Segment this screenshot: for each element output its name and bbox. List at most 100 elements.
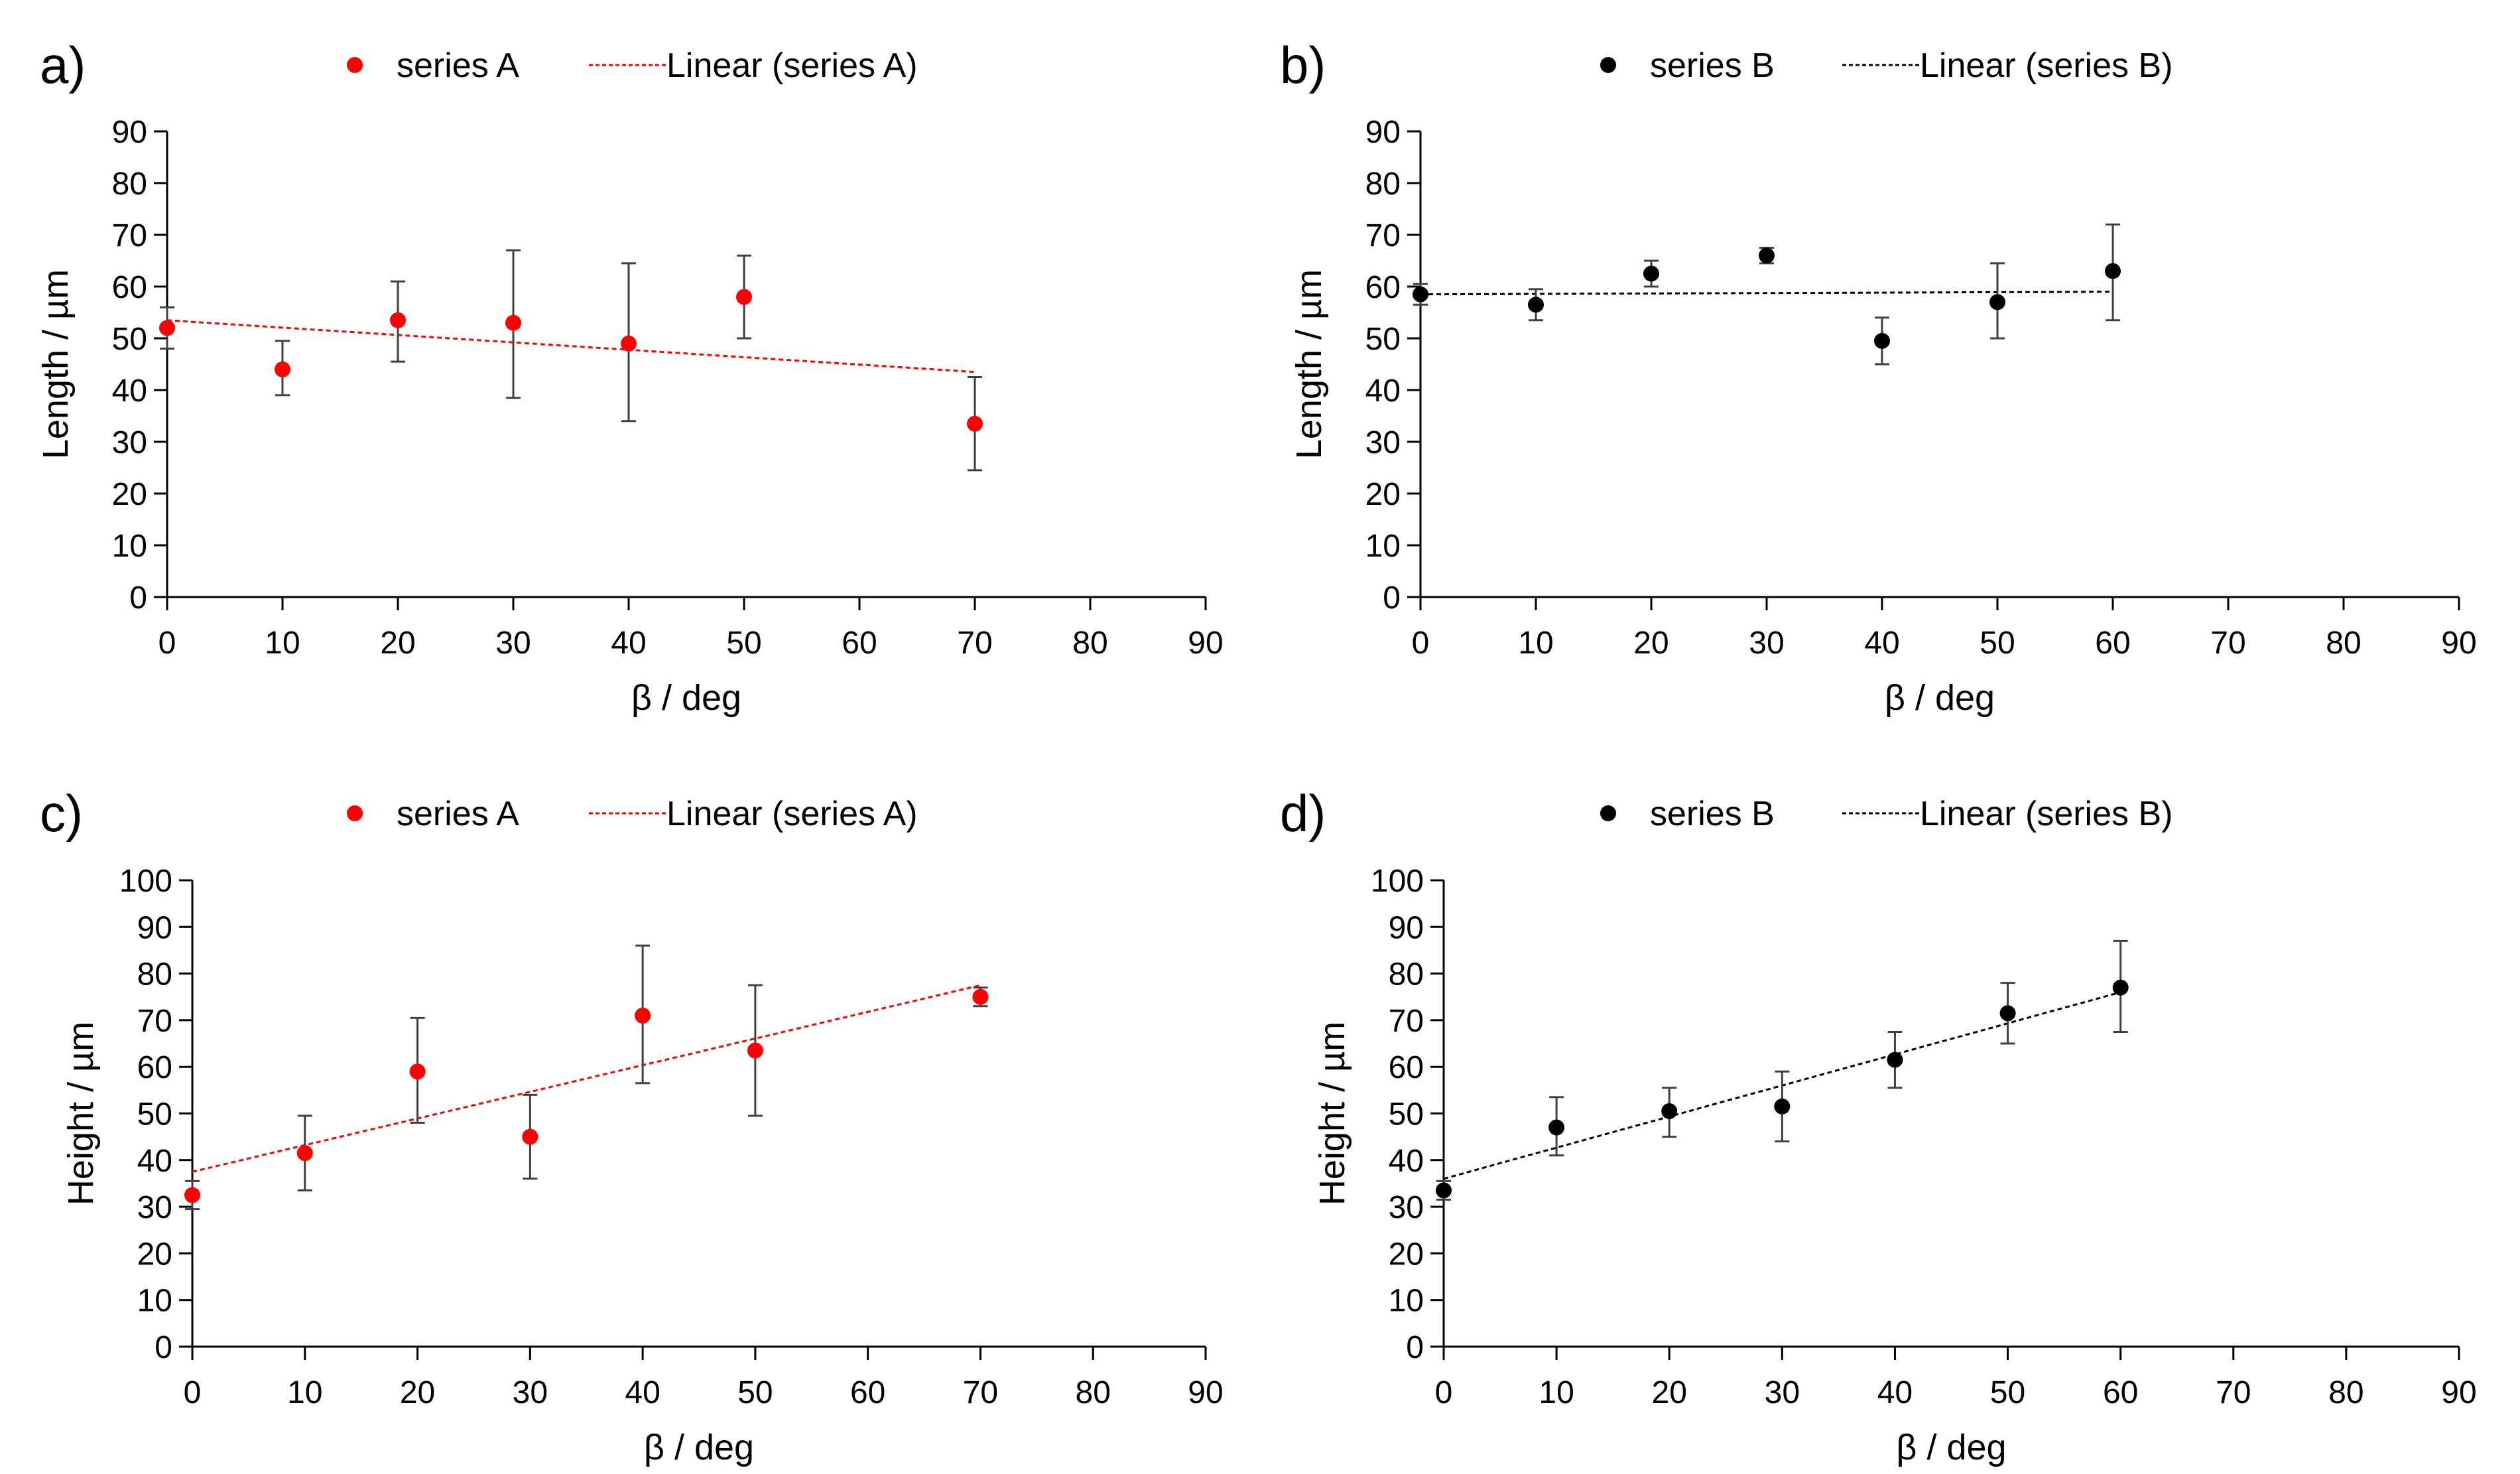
y-tick-label: 10 [1389,1284,1424,1319]
x-tick-label: 0 [158,626,176,661]
x-tick-label: 60 [2103,1375,2138,1410]
x-tick-label: 60 [2095,626,2130,661]
x-tick-label: 90 [1188,1375,1223,1410]
x-tick-label: 40 [611,626,646,661]
chart-panel-4: d) series B Linear (series B) 0 10 20 30 40 50 60… [1280,784,2477,1467]
x-tick-label: 20 [400,1375,435,1410]
x-tick-label: 80 [2328,1375,2363,1410]
x-tick-label: 90 [2441,626,2476,661]
x-tick-label: 60 [842,626,877,661]
data-point [2105,263,2121,279]
x-tick-label: 40 [1877,1375,1913,1410]
data-point [1643,265,1659,282]
y-tick-label: 10 [112,529,147,564]
y-tick-label: 70 [137,1004,172,1039]
panel-label: c) [40,784,83,842]
x-tick-label: 90 [2441,1375,2476,1410]
x-tick-label: 10 [265,626,300,661]
x-axis-title: β / deg [1896,1428,2006,1467]
data-point [409,1063,426,1080]
y-tick-label: 90 [1389,910,1424,945]
data-point [747,1042,763,1059]
x-axis-title: β / deg [1885,678,1995,718]
legend: series A Linear (series A) [347,795,918,833]
legend-marker [1600,57,1616,73]
trendline [192,984,981,1173]
x-tick-label: 10 [1539,1375,1574,1410]
data-point [972,988,989,1005]
y-tick-label: 90 [112,115,147,150]
chart-panel-2: b) series B Linear (series B) 0 10 20 30 40 50 60… [1280,36,2477,718]
y-axis-title: Length / µm [1289,269,1329,459]
legend: series B Linear (series B) [1600,46,2173,85]
data-point [159,320,175,336]
y-tick-label: 10 [1365,529,1401,564]
chart-panel-3: c) series A Linear (series A) 0 10 20 30 40 50 60… [40,784,1224,1467]
x-tick-label: 30 [1765,1375,1800,1410]
y-tick-label: 60 [137,1050,172,1085]
panel-label: d) [1280,784,1326,842]
y-tick-label: 70 [1389,1004,1424,1039]
data-point [1548,1119,1565,1136]
legend-series-label: series A [397,46,519,85]
y-tick-label: 60 [1365,270,1401,305]
y-tick-label: 60 [1389,1050,1424,1085]
x-tick-label: 0 [1412,626,1430,661]
x-tick-label: 30 [513,1375,548,1410]
x-tick-label: 70 [963,1375,998,1410]
x-tick-label: 80 [2326,626,2361,661]
y-tick-label: 50 [112,322,147,357]
x-tick-label: 70 [957,626,992,661]
y-tick-label: 40 [1365,373,1401,409]
legend: series B Linear (series B) [1600,795,2173,833]
y-tick-label: 50 [1365,322,1401,357]
y-tick-label: 30 [1389,1190,1424,1225]
data-point [522,1128,538,1145]
data-point [621,335,637,352]
legend-trend-label: Linear (series B) [1920,46,2173,85]
legend-marker [1600,805,1616,821]
data-point [1759,247,1775,264]
data-point [1436,1182,1452,1199]
y-tick-label: 40 [137,1144,172,1179]
data-point [296,1145,313,1162]
x-axis-title: β / deg [631,678,741,718]
y-axis-title: Length / µm [36,269,76,459]
y-tick-label: 50 [1389,1097,1424,1132]
legend: series A Linear (series A) [347,46,918,85]
x-tick-label: 20 [1652,1375,1687,1410]
data-point [1661,1103,1678,1119]
legend-trend-label: Linear (series A) [666,46,918,85]
x-tick-label: 50 [726,626,761,661]
trendline [1420,291,2113,296]
y-tick-label: 70 [112,218,147,253]
panel-label: b) [1280,36,1326,94]
legend-trend-label: Linear (series A) [666,795,918,833]
x-tick-label: 40 [625,1375,660,1410]
y-tick-label: 40 [1389,1144,1424,1179]
data-point [1413,286,1428,302]
y-axis-title: Height / µm [1312,1022,1352,1205]
x-tick-label: 70 [2216,1375,2251,1410]
y-axis-title: Height / µm [61,1022,101,1205]
data-point [1999,1005,2016,1022]
x-tick-label: 50 [1990,1375,2025,1410]
y-tick-label: 10 [137,1284,172,1319]
x-tick-label: 90 [1188,626,1223,661]
data-point [184,1187,200,1203]
y-tick-label: 80 [112,167,147,202]
x-tick-label: 80 [1072,626,1107,661]
panel-label: a) [40,36,86,94]
y-tick-label: 0 [1383,580,1401,616]
x-tick-label: 10 [1518,626,1553,661]
y-tick-label: 100 [119,864,172,899]
legend-trend-label: Linear (series B) [1920,795,2173,833]
chart-panel-1: a) series A Linear (series A) 0 10 20 30 40 50 60… [36,36,1224,718]
data-point [505,314,521,331]
data-point [1887,1051,1903,1068]
y-tick-label: 80 [1389,957,1424,992]
data-point [1874,332,1890,349]
data-point [275,361,290,377]
y-tick-label: 30 [112,425,147,460]
